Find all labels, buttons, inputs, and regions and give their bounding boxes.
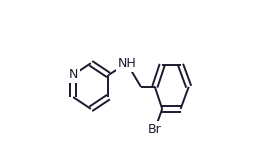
Text: Br: Br [148, 123, 162, 136]
Text: N: N [68, 69, 78, 81]
Text: NH: NH [117, 57, 136, 70]
